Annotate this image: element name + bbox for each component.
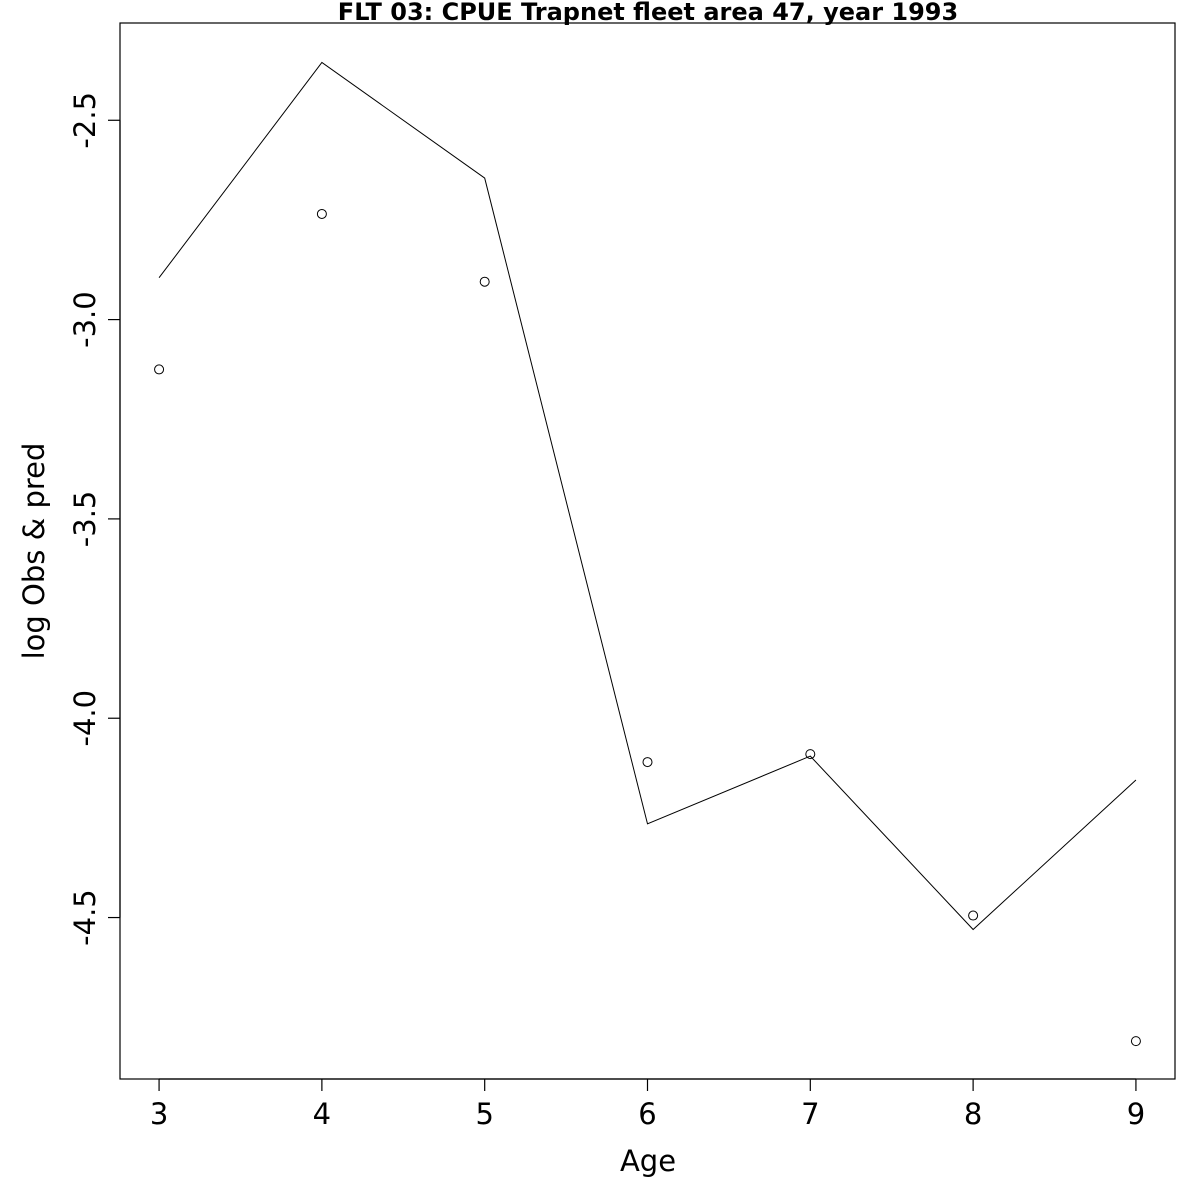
observed-point — [968, 910, 979, 921]
x-tick-label: 9 — [1127, 1097, 1145, 1131]
y-axis-title: log Obs & pred — [17, 443, 51, 660]
chart-title: FLT 03: CPUE Trapnet fleet area 47, year… — [338, 0, 958, 26]
observed-point — [316, 208, 327, 219]
y-tick-label: -3.5 — [68, 491, 102, 548]
x-tick-label: 7 — [801, 1097, 819, 1131]
observed-point — [805, 749, 816, 760]
x-axis-title: Age — [620, 1144, 676, 1178]
y-tick-label: -4.0 — [68, 690, 102, 747]
x-tick-label: 5 — [475, 1097, 493, 1131]
plot-frame — [119, 22, 1176, 1080]
y-tick-label: -3.0 — [68, 291, 102, 348]
y-tick-label: -2.5 — [68, 92, 102, 149]
observed-point — [642, 757, 653, 768]
x-tick-label: 6 — [638, 1097, 656, 1131]
observed-point — [1130, 1036, 1141, 1047]
predicted-line — [158, 61, 1137, 931]
x-tick-label: 4 — [313, 1097, 331, 1131]
observed-point — [154, 364, 165, 375]
y-axis: -2.5 -3.0 -3.5 -4.0 -4.5 — [68, 92, 121, 946]
observed-point — [479, 276, 490, 287]
x-tick-label: 3 — [150, 1097, 168, 1131]
x-axis: 3 4 5 6 7 8 9 — [150, 1078, 1145, 1131]
y-tick-label: -4.5 — [68, 889, 102, 946]
plot-area — [154, 61, 1141, 1047]
x-tick-label: 8 — [964, 1097, 982, 1131]
